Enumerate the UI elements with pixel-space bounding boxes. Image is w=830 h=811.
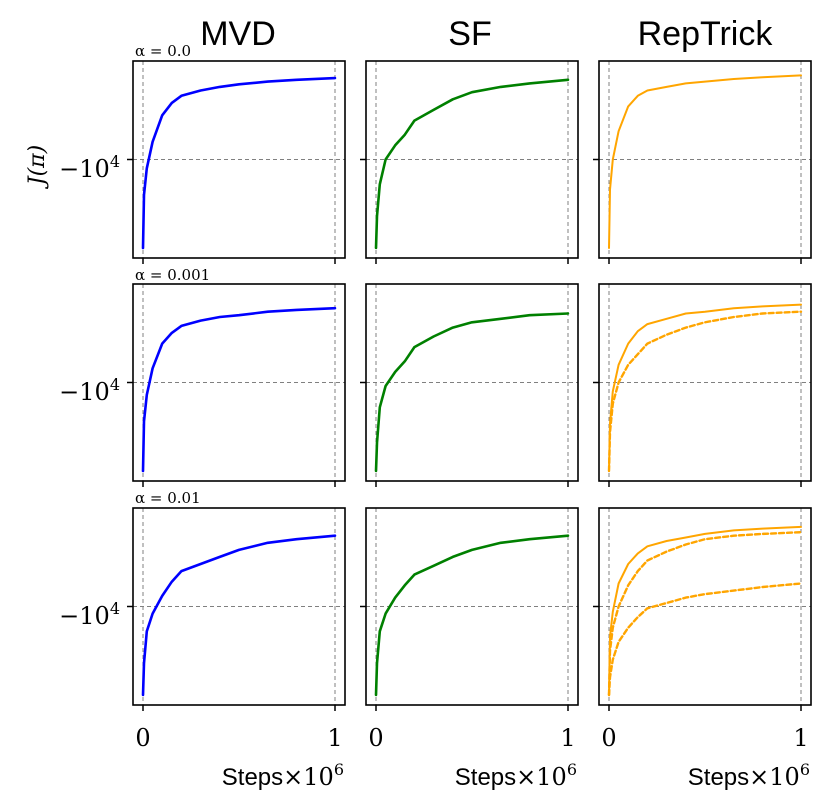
y-tick-exponent: 4 (110, 152, 120, 171)
y-tick-base: −10 (59, 155, 110, 183)
x-axis-label-text: Steps (688, 764, 749, 791)
column-title-reptrick: RepTrick (638, 15, 774, 53)
panel-sf-row-2 (360, 507, 579, 711)
panel-reptrick-row-2 (593, 507, 812, 711)
series-line-dashed-low (607, 582, 803, 697)
x-axis-labels: Steps×106 Steps×106 Steps×106 (222, 760, 810, 791)
panel-reptrick-row-0 (593, 60, 812, 264)
panel-mvd-row-1 (127, 283, 346, 487)
series-line-mean (374, 78, 570, 250)
series-line-solid (608, 525, 802, 696)
x-tick-label-1-col-1: 1 (560, 724, 575, 752)
x-tick-label-1-col-2: 1 (793, 724, 808, 752)
y-tick-base: −10 (59, 378, 110, 406)
alpha-labels: α = 0.0 α = 0.001 α = 0.01 (135, 42, 210, 507)
column-titles: MVD SF RepTrick (200, 15, 773, 53)
x-axis-label-text: Steps (222, 764, 283, 791)
x-axis-label-col-0: Steps×106 (222, 760, 344, 791)
y-tick-exponent: 4 (110, 375, 120, 394)
panel-reptrick-row-1 (593, 283, 812, 487)
series-line-solid (608, 303, 802, 472)
series-line-mean (141, 76, 337, 250)
series-line-mean (608, 74, 802, 249)
x-axis-exponent: 6 (567, 760, 577, 779)
x-axis-exponent: 6 (800, 760, 810, 779)
x-axis-label-col-2: Steps×106 (688, 760, 810, 791)
x-axis-exponent: 6 (334, 760, 344, 779)
x-tick-label-0-col-1: 0 (368, 724, 383, 752)
x-axis-multiplier: ×10 (516, 763, 567, 791)
x-tick-label-1-col-0: 1 (327, 724, 342, 752)
panel-sf-row-1 (360, 283, 579, 487)
y-tick-label-row-1: −104 (59, 375, 120, 406)
column-title-mvd: MVD (200, 15, 276, 53)
series-line-mean (374, 312, 570, 473)
x-tick-label-0-col-0: 0 (135, 724, 150, 752)
panel-sf-row-0 (360, 60, 579, 264)
series-line-mean (141, 534, 337, 697)
panel-mvd-row-0 (127, 60, 346, 264)
x-axis-label-col-1: Steps×106 (455, 760, 577, 791)
alpha-label-row-2: α = 0.01 (135, 489, 201, 507)
y-tick-label-row-2: −104 (59, 599, 120, 630)
series-line-dashed (607, 531, 803, 697)
x-axis-multiplier: ×10 (749, 763, 800, 791)
x-tick-labels: 0 1 0 1 0 1 (135, 724, 808, 752)
series-line-mean (141, 306, 337, 473)
panels (127, 60, 812, 711)
y-tick-base: −10 (59, 602, 110, 630)
x-axis-multiplier: ×10 (283, 763, 334, 791)
panel-mvd-row-2 (127, 507, 346, 711)
series-line-mean (374, 534, 570, 697)
alpha-label-row-0: α = 0.0 (135, 42, 191, 60)
y-tick-label-row-0: −104 (59, 152, 120, 183)
alpha-label-row-1: α = 0.001 (135, 266, 210, 284)
x-axis-label-text: Steps (455, 764, 516, 791)
y-tick-labels: −104 −104 −104 (59, 152, 120, 630)
x-tick-label-0-col-2: 0 (601, 724, 616, 752)
series-line-dashed (607, 310, 803, 473)
column-title-sf: SF (448, 15, 491, 53)
y-axis-label: J(π) (25, 145, 50, 189)
y-tick-exponent: 4 (110, 599, 120, 618)
